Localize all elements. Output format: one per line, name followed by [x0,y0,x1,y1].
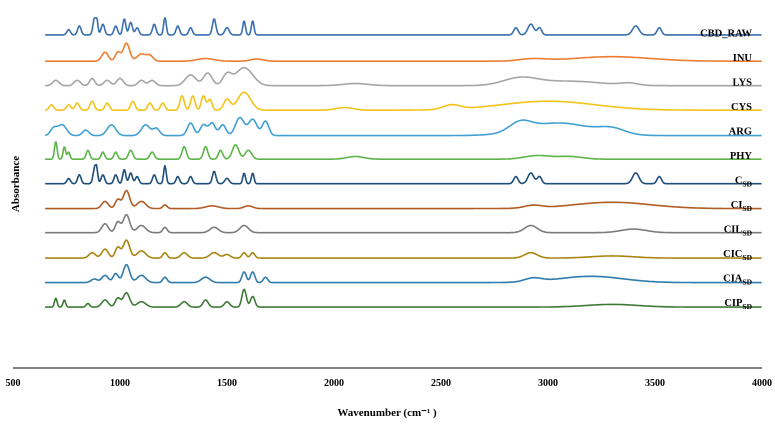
series-label: CSD [735,176,753,189]
series-line-inu [45,42,762,63]
series-label: CBD_RAW [700,29,752,40]
x-tick-labels: 500 1000 1500 2000 2500 3000 3500 4000 [6,378,773,389]
series-label: ARG [729,127,752,138]
y-axis-label: Absorbance [10,156,22,212]
series-labels: CBD_RAW INU LYS CYS ARG PHY CSD CISD CILSD CICSD C… [700,29,752,312]
x-tick-label: 1500 [217,378,237,389]
series-label: CIPSD [724,298,752,311]
series-line-phy [45,141,762,160]
series-label: CISD [731,200,753,213]
x-tick-label: 4000 [752,378,772,389]
series-line-cilsd [45,213,762,234]
series-layer [44,16,762,308]
x-tick-label: 2000 [324,378,344,389]
x-tick-label: 500 [6,378,21,389]
x-tick-label: 3500 [645,378,665,389]
series-line-cbd-raw [45,16,762,36]
series-line-cisd [45,189,762,210]
series-label: CIASD [723,274,752,287]
x-tick-label: 1000 [110,378,130,389]
x-axis-label: Wavenumber (cm⁻¹ ) [337,407,437,419]
series-label: CICSD [723,249,752,262]
series-label: INU [733,53,753,64]
series-label: LYS [733,78,753,89]
series-label: PHY [730,151,753,162]
x-tick-label: 3000 [538,378,558,389]
series-line-arg [44,116,762,137]
series-line-cicsd [45,239,762,259]
series-line-cys [45,91,762,111]
series-line-csd [45,164,762,185]
x-tick-label: 2500 [431,378,451,389]
series-line-cipsd [45,288,762,308]
series-label: CILSD [724,225,753,238]
series-line-lys [45,66,762,87]
series-label: CYS [731,102,752,113]
series-line-ciasd [45,263,762,284]
